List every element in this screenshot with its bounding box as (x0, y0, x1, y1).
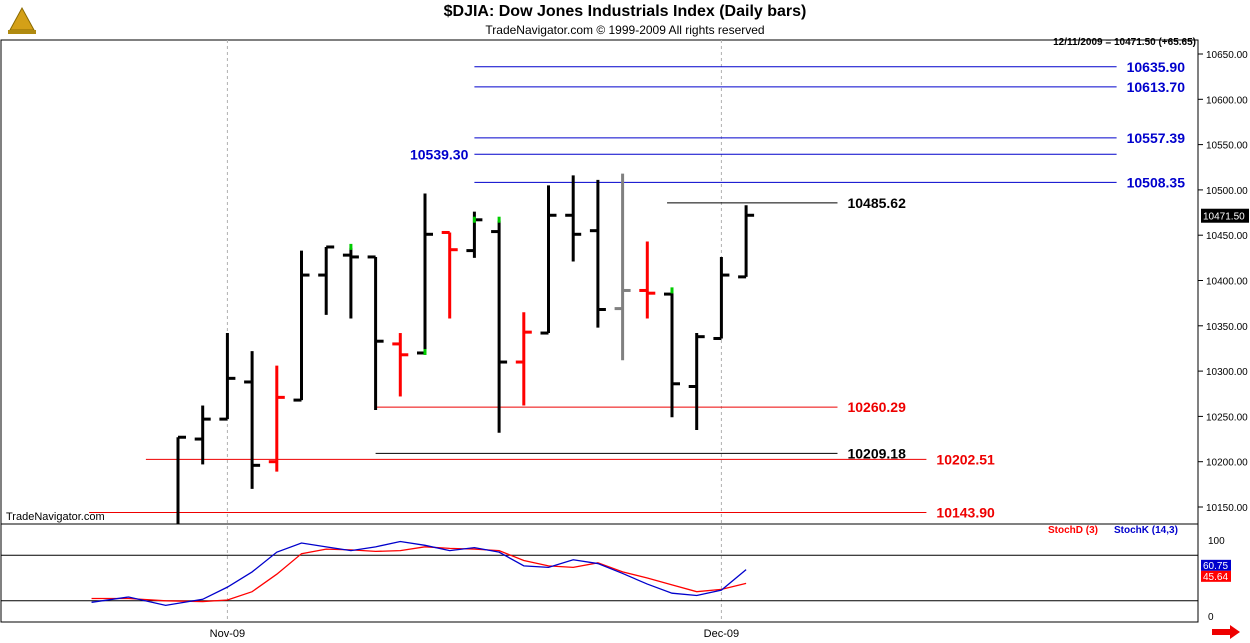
stochk-value-box (1201, 559, 1231, 571)
y-tick-label: 10600.00 (1206, 95, 1248, 106)
level-label: 10508.35 (1127, 174, 1186, 190)
y-tick-label: 10250.00 (1206, 412, 1248, 423)
stochk-line (91, 540, 747, 607)
chart-subtitle: TradeNavigator.com © 1999-2009 All right… (485, 23, 765, 37)
stochd-value: 45.64 (1203, 572, 1228, 583)
scroll-right-icon[interactable] (1212, 625, 1242, 639)
level-label: 10260.29 (847, 399, 906, 415)
y-tick-label: 10300.00 (1206, 367, 1248, 378)
chart-title: $DJIA: Dow Jones Industrials Index (Dail… (443, 3, 807, 20)
level-label: 10635.90 (1127, 59, 1186, 75)
y-tick-label: 10450.00 (1206, 231, 1248, 242)
last-price-label: 10471.50 (1203, 212, 1245, 223)
level-label: 10539.30 (410, 146, 469, 162)
level-label: 10557.39 (1127, 130, 1186, 146)
level-label: 10209.18 (847, 445, 906, 461)
stoch-tick-label: 100 (1208, 536, 1225, 547)
stochk-legend: StochK (14,3) (1114, 525, 1178, 536)
watermark: TradeNavigator.com (6, 511, 105, 523)
level-label: 10613.70 (1127, 79, 1186, 95)
last-price-info: 12/11/2009 = 10471.50 (+65.65) (1053, 37, 1196, 48)
level-label: 10202.51 (936, 451, 995, 467)
y-tick-label: 10400.00 (1206, 277, 1248, 288)
level-label: 10485.62 (847, 195, 906, 211)
y-tick-label: 10650.00 (1206, 50, 1248, 61)
y-tick-label: 10350.00 (1206, 322, 1248, 333)
tradenavigator-logo (4, 4, 40, 36)
stoch-tick-label: 0 (1208, 612, 1214, 623)
y-tick-label: 10550.00 (1206, 141, 1248, 152)
stochk-value: 60.75 (1203, 561, 1228, 572)
plot-frame (0, 39, 1199, 623)
level-label: 10143.90 (936, 505, 995, 521)
x-tick-label: Dec-09 (704, 628, 739, 640)
y-tick-label: 10150.00 (1206, 503, 1248, 514)
y-tick-label: 10200.00 (1206, 458, 1248, 469)
y-tick-label: 10500.00 (1206, 186, 1248, 197)
stochd-value-box (1201, 570, 1231, 582)
stochd-legend: StochD (3) (1048, 525, 1098, 536)
last-price-box (1201, 208, 1249, 223)
x-tick-label: Nov-09 (210, 628, 245, 640)
